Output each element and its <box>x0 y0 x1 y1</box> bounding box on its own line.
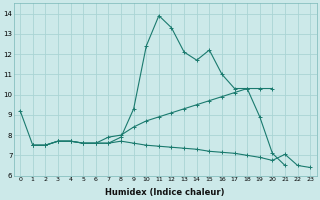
X-axis label: Humidex (Indice chaleur): Humidex (Indice chaleur) <box>106 188 225 197</box>
